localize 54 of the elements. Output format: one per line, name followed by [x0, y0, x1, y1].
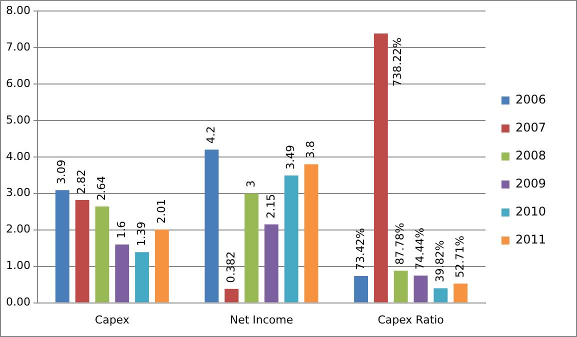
bar: [454, 284, 468, 302]
data-label: 39.82%: [434, 240, 447, 282]
bar: [414, 276, 428, 302]
y-tick-label: 8.00: [6, 4, 30, 17]
y-tick-label: 1.00: [6, 259, 30, 272]
y-tick-label: 6.00: [6, 76, 30, 90]
data-label: 2.15: [264, 194, 278, 218]
y-tick-label: 4.00: [6, 150, 30, 163]
bar: [154, 229, 169, 302]
bar: [284, 176, 298, 302]
data-label: 3.09: [55, 160, 68, 184]
y-tick-label: 5.00: [6, 113, 30, 126]
x-tick-label: Net Income: [230, 313, 294, 326]
y-tick-label: 0.00: [6, 296, 30, 309]
bar: [434, 288, 448, 302]
data-label: 87.78%: [394, 222, 407, 265]
bar: [374, 34, 388, 302]
data-label: 2.01: [154, 198, 168, 224]
data-label: 52.71%: [453, 236, 466, 278]
bar: [244, 193, 258, 302]
data-label: 3.8: [304, 140, 318, 158]
y-tick-label: 2.00: [6, 222, 30, 236]
data-label: 74.44%: [414, 228, 427, 270]
bar: [115, 244, 130, 302]
bar: [135, 252, 149, 302]
bar: [55, 190, 70, 302]
data-label: 73.42%: [354, 228, 367, 270]
y-tick-label: 3.00: [6, 186, 30, 200]
x-tick-label: Capex: [94, 313, 130, 326]
x-tick-label: Capex Ratio: [378, 313, 444, 326]
bar: [304, 164, 318, 302]
data-label: 1.6: [114, 220, 128, 238]
legend-label: 2006: [515, 92, 546, 107]
bar: [95, 206, 110, 302]
legend-label: 2009: [515, 176, 546, 191]
bar: [354, 276, 368, 302]
data-label: 4.2: [204, 126, 218, 144]
legend-label: 2010: [515, 204, 546, 219]
bar: [75, 200, 90, 302]
legend-label: 2008: [515, 148, 546, 163]
data-label: 2.64: [95, 176, 108, 201]
bar: [224, 288, 239, 302]
legend-label: 2007: [515, 120, 546, 135]
data-label: 1.39: [134, 222, 148, 246]
legend-label: 2011: [515, 232, 546, 247]
bar: [394, 270, 408, 302]
data-label: 3.49: [284, 145, 298, 170]
bar: [264, 224, 278, 302]
data-label: 738.22%: [390, 38, 404, 86]
data-label: 0.382: [224, 251, 238, 283]
data-label: 3: [244, 180, 258, 188]
data-label: 2.82: [75, 169, 88, 194]
y-tick-label: 7.00: [6, 40, 30, 54]
bar: [204, 150, 219, 302]
